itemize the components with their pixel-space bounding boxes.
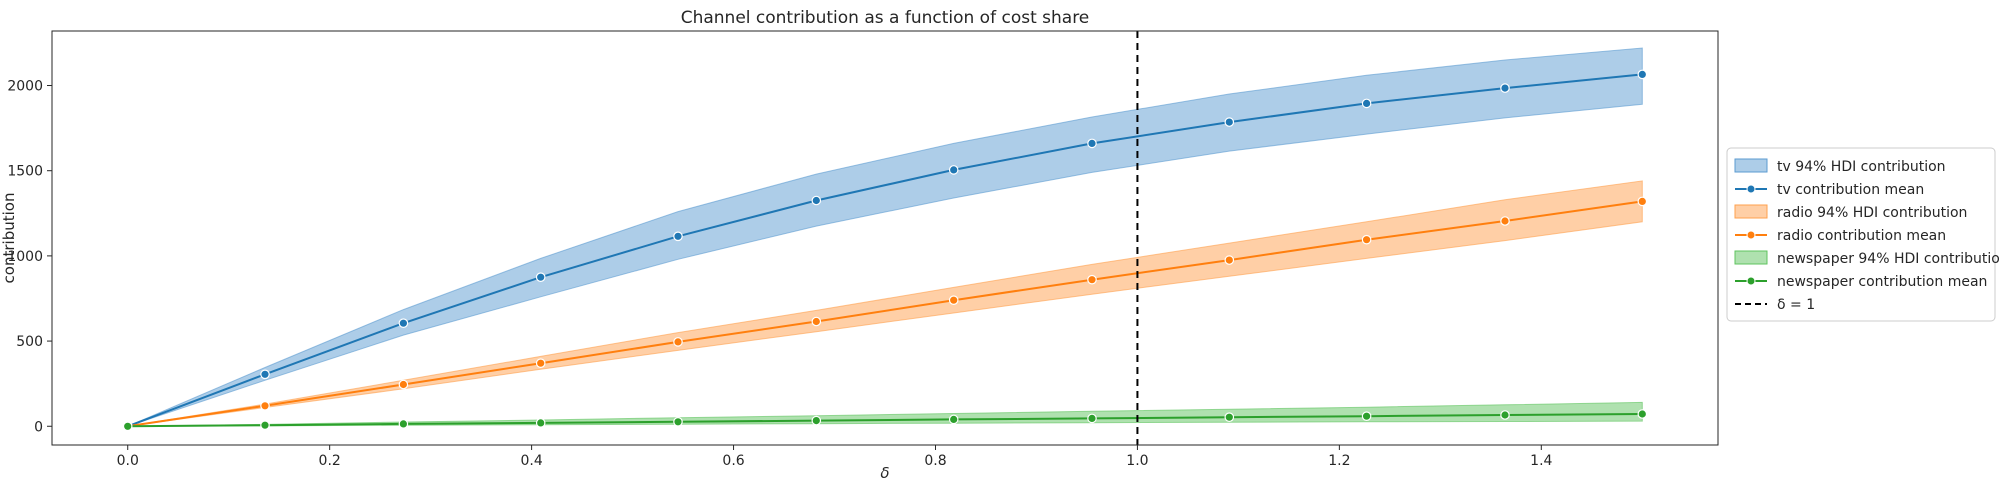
legend-band-swatch (1734, 250, 1768, 265)
mean-point (811, 415, 822, 426)
legend-label: tv 94% HDI contribution (1777, 159, 1946, 175)
mean-point (811, 316, 822, 327)
mean-point (260, 420, 270, 430)
legend-marker (1746, 230, 1756, 240)
mean-point (122, 421, 133, 432)
mean-point (1361, 234, 1372, 245)
x-tick-label: 0.4 (520, 453, 542, 469)
y-tick-label: 1000 (7, 249, 43, 265)
mean-point (1500, 410, 1510, 420)
mean-point (673, 416, 683, 427)
x-axis-ticks: 0.0 0.2 0.4 0.6 0.8 1.0 1.2 1.4 (117, 445, 1553, 469)
y-axis-ticks: 0 500 1000 1500 2000 (7, 79, 52, 435)
mean-point (260, 400, 270, 411)
mean-point (948, 414, 959, 425)
y-tick-label: 2000 (7, 79, 43, 95)
legend-label: radio contribution mean (1777, 228, 1946, 244)
mean-point (398, 419, 409, 429)
x-tick-label: 1.2 (1328, 453, 1350, 469)
mean-point (260, 369, 270, 380)
x-tick-label: 0.6 (722, 453, 744, 469)
x-tick-label: 0.2 (319, 453, 341, 469)
legend-label: δ = 1 (1777, 297, 1815, 313)
legend-label: tv contribution mean (1777, 182, 1924, 198)
legend: tv 94% HDI contribution tv contribution m… (1726, 147, 2000, 322)
y-tick-label: 1500 (7, 164, 43, 180)
mean-point (673, 337, 683, 347)
mean-point (1224, 412, 1235, 422)
mean-point (1224, 255, 1235, 265)
mean-point (535, 272, 546, 282)
mean-point (1361, 98, 1372, 109)
mean-point (1500, 216, 1510, 226)
plot-frame (51, 30, 1719, 446)
y-axis-label: contribution (0, 193, 18, 284)
legend-marker (1746, 276, 1756, 286)
mean-point (948, 165, 959, 175)
mean-point (1087, 413, 1097, 424)
legend-label: newspaper contribution mean (1777, 274, 1987, 290)
plot-area (122, 31, 1648, 445)
legend-label: newspaper 94% HDI contribution (1777, 251, 2000, 267)
mean-point (811, 195, 822, 206)
x-axis-label: δ (880, 464, 889, 482)
mean-point (1500, 83, 1510, 93)
hdi-band-1 (127, 180, 1643, 427)
mean-point (1637, 196, 1648, 207)
mean-point (1637, 409, 1648, 419)
legend-band-swatch (1734, 204, 1768, 219)
mean-point (1224, 117, 1235, 127)
legend-box (1726, 147, 1996, 322)
mean-point (1637, 69, 1648, 80)
mean-point (1361, 411, 1372, 421)
mean-point (948, 295, 959, 305)
x-tick-label: 0.8 (924, 453, 946, 469)
mean-point (398, 379, 409, 390)
x-tick-label: 0.0 (117, 453, 139, 469)
hdi-band-2 (127, 401, 1643, 427)
x-tick-label: 1.0 (1126, 453, 1148, 469)
legend-band-swatch (1734, 158, 1768, 173)
mean-point (673, 231, 683, 242)
mean-point (1087, 274, 1097, 285)
y-tick-label: 500 (16, 334, 43, 350)
y-tick-label: 0 (34, 419, 43, 435)
mean-line-0 (127, 73, 1643, 428)
mean-point (535, 358, 546, 368)
chart-title: Channel contribution as a function of co… (681, 8, 1090, 28)
mean-line-2 (127, 413, 1643, 428)
mean-point (398, 318, 409, 328)
mean-point (535, 418, 546, 428)
mean-line-1 (127, 200, 1643, 428)
legend-marker (1746, 184, 1756, 194)
mean-point (1087, 138, 1097, 149)
x-tick-label: 1.4 (1530, 453, 1552, 469)
legend-label: radio 94% HDI contribution (1777, 205, 1967, 221)
